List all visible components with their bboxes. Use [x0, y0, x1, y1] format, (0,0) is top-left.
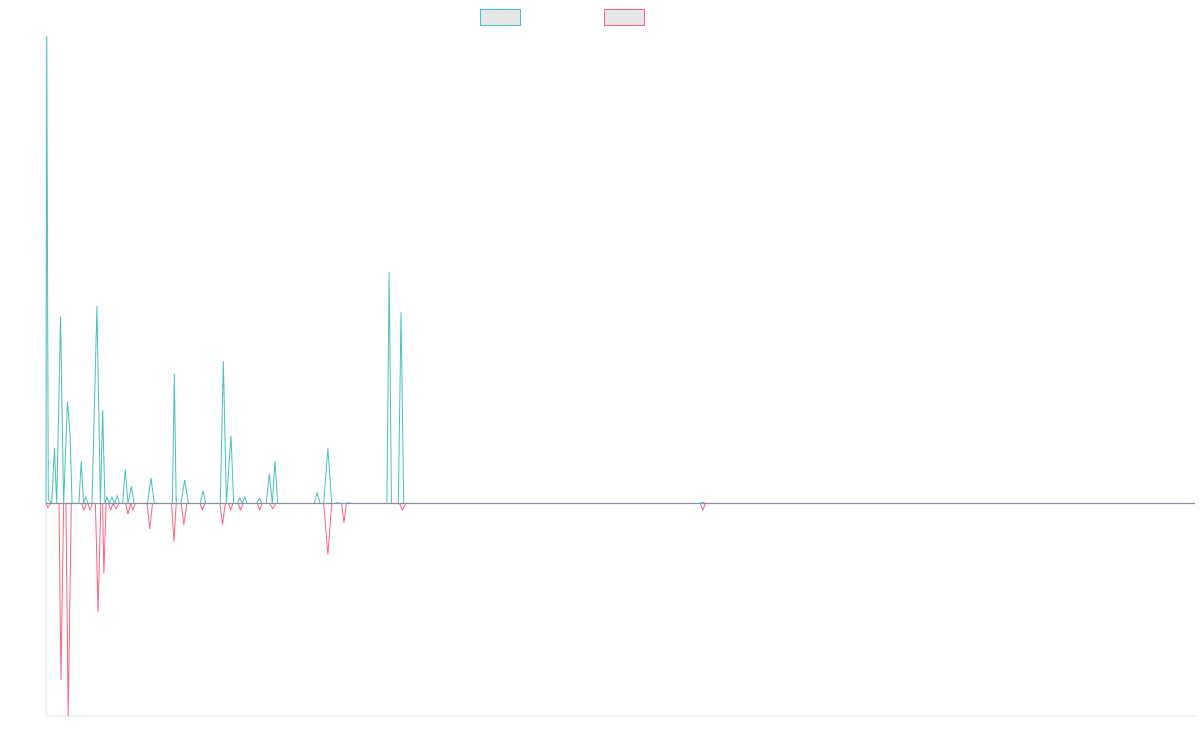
legend-swatch-series-a[interactable] [480, 9, 521, 26]
legend-swatch-series-b[interactable] [604, 9, 645, 26]
legend [480, 9, 645, 26]
axes [45, 36, 1195, 717]
series-line-b [45, 501, 1195, 717]
series-group [45, 35, 1195, 717]
series-line-a [45, 35, 1195, 505]
